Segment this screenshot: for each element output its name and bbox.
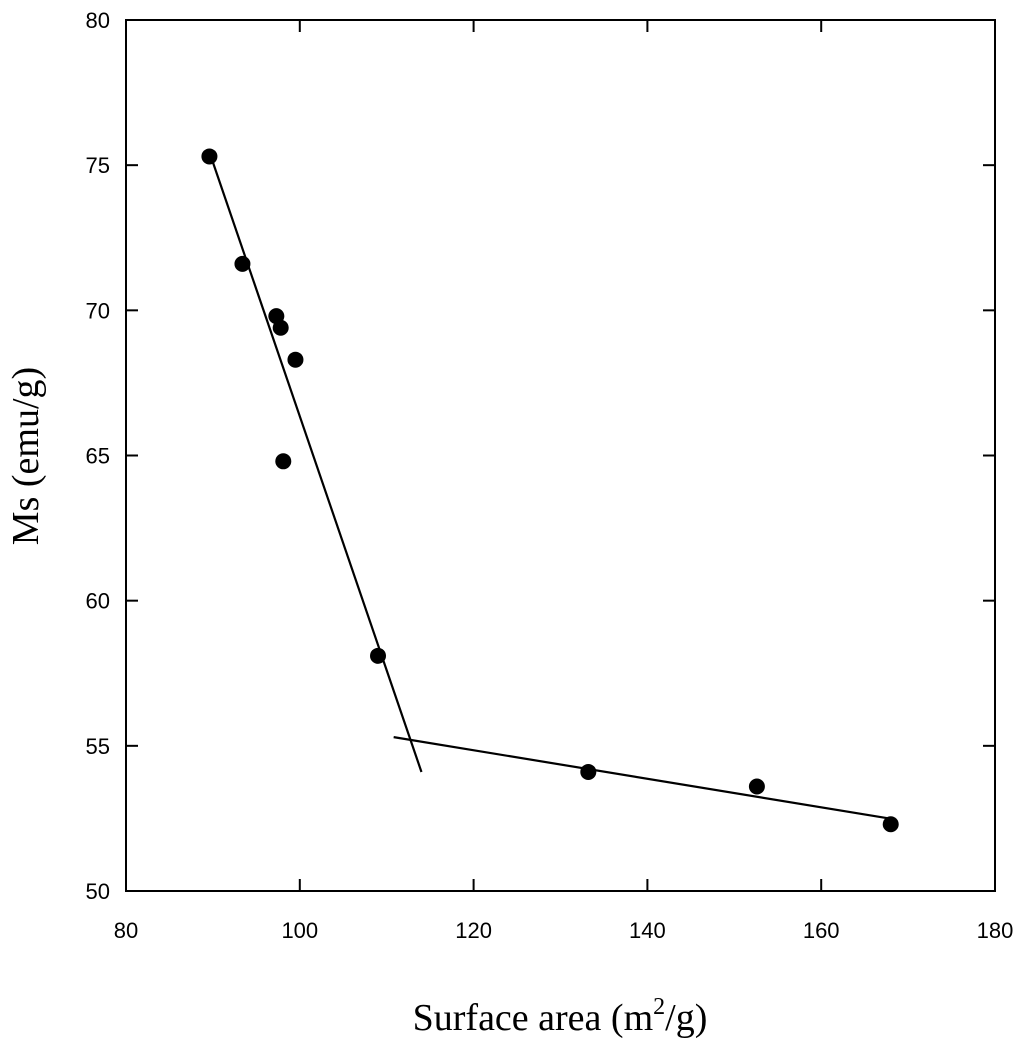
data-point	[748, 778, 765, 795]
fit-lines	[211, 161, 890, 820]
y-tick-label: 60	[86, 589, 110, 614]
x-axis-title-tail: /g)	[665, 997, 707, 1039]
x-tick-label: 140	[629, 918, 666, 943]
plot-frame	[125, 19, 996, 892]
x-tick-label: 180	[977, 918, 1014, 943]
data-point	[272, 319, 289, 336]
x-axis-title-main: Surface area (m	[413, 997, 654, 1039]
data-point	[275, 453, 292, 470]
y-tick-label: 55	[86, 734, 110, 759]
data-point	[234, 255, 251, 272]
x-axis-title-sup: 2	[653, 994, 665, 1020]
fit-line	[393, 736, 890, 820]
x-tick-label: 120	[455, 918, 492, 943]
data-points	[201, 148, 899, 833]
data-point	[882, 816, 899, 833]
data-point	[287, 351, 304, 368]
y-tick-label: 80	[86, 8, 110, 33]
y-tick-label: 75	[86, 153, 110, 178]
x-tick-label: 160	[803, 918, 840, 943]
data-point	[201, 148, 218, 165]
y-tick-label: 65	[86, 444, 110, 469]
y-tick-label: 70	[86, 298, 110, 323]
data-point	[370, 647, 387, 664]
y-axis-title: Ms (emu/g)	[5, 367, 47, 545]
data-point	[580, 763, 597, 780]
y-tick-label: 50	[86, 879, 110, 904]
x-tick-label: 80	[114, 918, 138, 943]
axis-ticks: 80 100 120 140 160 180 50 55 60 65 70 75 80	[86, 8, 1014, 943]
x-tick-label: 100	[281, 918, 318, 943]
fit-line	[211, 161, 423, 773]
x-axis-title: Surface area (m2/g)	[413, 994, 708, 1039]
